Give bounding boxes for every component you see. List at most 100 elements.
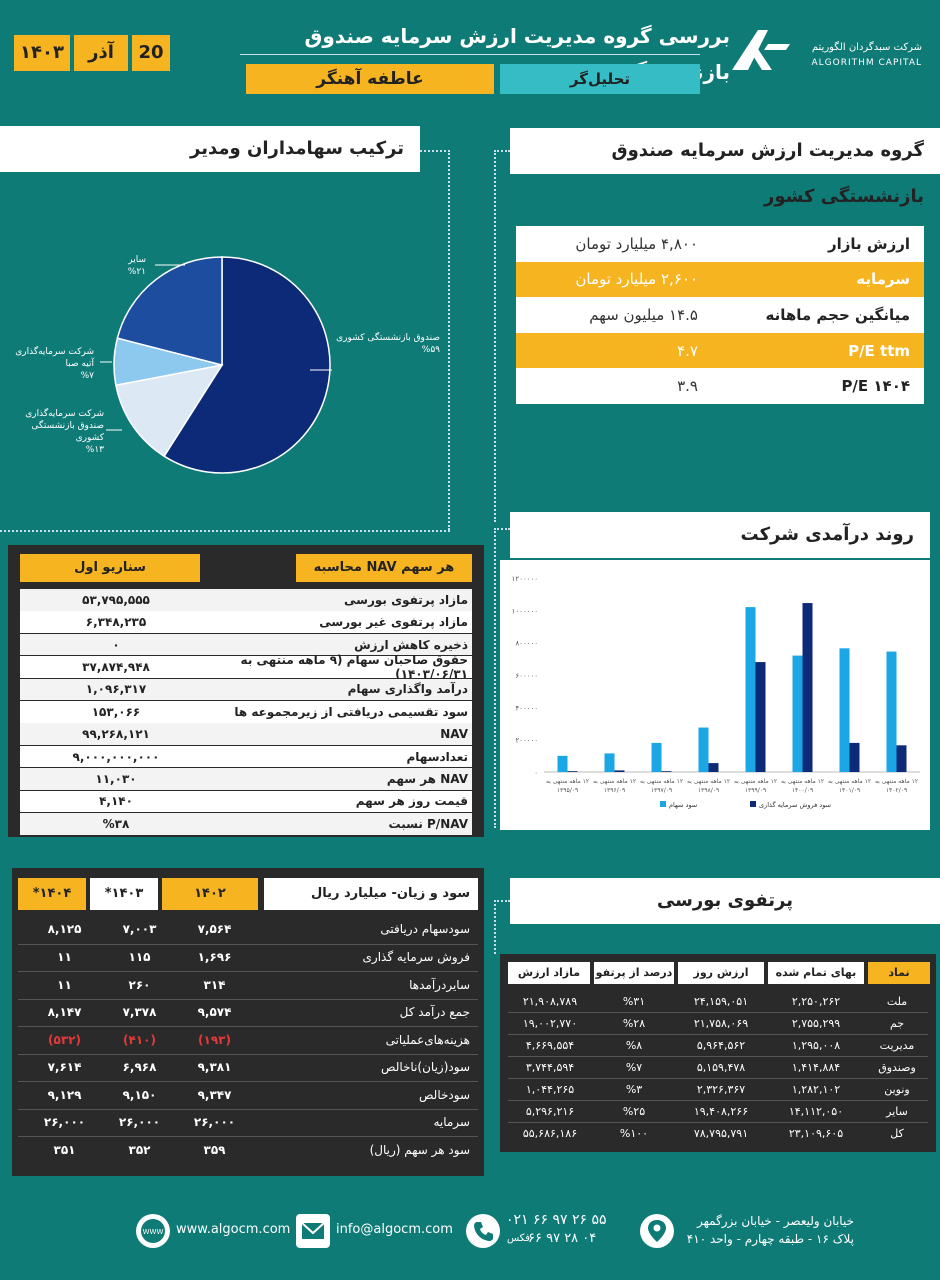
- revenue-bar: [652, 743, 662, 772]
- portfolio-cell: ۲۱,۹۰۸,۷۸۹: [508, 995, 592, 1008]
- portfolio-cell: ۱۹,۰۰۲,۷۷۰: [508, 1017, 592, 1030]
- revenue-bar-chart: ۰۲۰۰۰۰۰۴۰۰۰۰۰۶۰۰۰۰۰۸۰۰۰۰۰۱۰۰۰۰۰۰۱۲۰۰۰۰۰۱…: [500, 560, 930, 830]
- portfolio-cell: ملت: [866, 995, 928, 1008]
- company-section-title: گروه مدیریت ارزش سرمایه صندوق بازنشستگی …: [510, 128, 940, 174]
- pl-row-value: ۳۱۴: [177, 978, 252, 992]
- legend-swatch: [750, 801, 756, 807]
- page-title: بررسی گروه مدیریت ارزش سرمایه صندوق بازن…: [210, 18, 730, 54]
- portfolio-cell: %۳: [592, 1083, 676, 1096]
- pl-header-label: سود و زیان- میلیارد ریال: [264, 878, 478, 910]
- revenue-bar: [756, 662, 766, 772]
- portfolio-row: ملت ۲,۲۵۰,۲۶۲ ۲۴,۱۵۹,۰۵۱ %۳۱ ۲۱,۹۰۸,۷۸۹: [508, 990, 928, 1012]
- portfolio-cell: جم: [866, 1017, 928, 1030]
- portfolio-cell: ۵۵,۶۸۶,۱۸۶: [508, 1127, 592, 1140]
- nav-row: حقوق صاحبان سهام (۹ ماهه منتهی به ۱۴۰۳/۰…: [20, 656, 472, 678]
- revenue-bar: [699, 728, 709, 772]
- pl-row-label: سودخالص: [268, 1088, 478, 1102]
- pl-row-label: سایردرآمدها: [268, 978, 478, 992]
- pl-row-value: ۹,۱۲۹: [27, 1088, 102, 1102]
- pl-row-value: ۱,۶۹۶: [177, 950, 252, 964]
- nav-row: NAV ۹۹,۲۶۸,۱۲۱: [20, 723, 472, 745]
- nav-row-value: ۱,۰۹۶,۳۱۷: [20, 682, 212, 696]
- nav-row-value: %۳۸: [20, 817, 212, 831]
- info-row: P/E ttm ۴.۷: [516, 333, 924, 369]
- date-day: 20: [132, 35, 170, 71]
- pl-row: سرمایه ۲۶,۰۰۰ ۲۶,۰۰۰ ۲۶,۰۰۰: [18, 1109, 478, 1135]
- x-tick-label: ۱۲ ماهه منتهی به: [687, 778, 730, 785]
- phone-icon: [466, 1214, 500, 1248]
- pie-label-others: سایر %۲۱: [96, 254, 146, 278]
- logo-english-text: ALGORITHM CAPITAL: [792, 58, 922, 68]
- pie-label-atieh-saba: شرکت سرمایه‌گذاری آتیه صبا %۷: [14, 346, 94, 382]
- company-info-table: ارزش بازار ۴,۸۰۰ میلیارد تومان سرمایه ۲,۶۰…: [516, 226, 924, 404]
- portfolio-cell: ۷۸,۷۹۵,۷۹۱: [676, 1127, 766, 1140]
- portfolio-cell: ۲۴,۱۵۹,۰۵۱: [676, 995, 766, 1008]
- pl-row-value: ۱۱۵: [102, 950, 177, 964]
- x-tick-label: ۱۲ ماهه منتهی به: [781, 778, 824, 785]
- portfolio-cell: ۲۳,۱۰۹,۶۰۵: [766, 1127, 866, 1140]
- y-tick-label: ۸۰۰۰۰۰: [515, 640, 538, 648]
- logo-persian-text: شرکت سبدگردان الگوریتم: [792, 42, 922, 53]
- website-link[interactable]: www.algocm.com: [176, 1222, 296, 1237]
- portfolio-cell: مدیریت: [866, 1039, 928, 1052]
- nav-row-label: تعدادسهام: [212, 750, 472, 764]
- portfolio-row: سایر ۱۴,۱۱۲,۰۵۰ ۱۹,۴۰۸,۲۶۶ %۲۵ ۵,۲۹۶,۲۱۶: [508, 1100, 928, 1122]
- pf-col-share: درصد از پرتفو: [594, 962, 674, 984]
- pl-row-value: ۲۶,۰۰۰: [27, 1115, 102, 1129]
- nav-row-value: ۶,۳۴۸,۲۳۵: [20, 615, 212, 629]
- nav-row: NAV هر سهم ۱۱,۰۳۰: [20, 768, 472, 790]
- nav-row-value: ۰: [20, 638, 212, 652]
- nav-row: قیمت روز هر سهم ۴,۱۴۰: [20, 791, 472, 813]
- nav-row-value: ۵۳,۷۹۵,۵۵۵: [20, 593, 212, 607]
- portfolio-cell: ۱,۲۹۵,۰۰۸: [766, 1039, 866, 1052]
- location-icon: [640, 1214, 674, 1248]
- nav-row-label: ذخیره کاهش ارزش: [212, 638, 472, 652]
- nav-header-label: هر سهم NAV محاسبه: [296, 554, 472, 582]
- revenue-bar: [605, 753, 615, 772]
- pf-col-surplus: مازاد ارزش: [508, 962, 590, 984]
- email-link[interactable]: info@algocm.com: [336, 1222, 466, 1237]
- pl-row-value: ۷,۳۷۸: [102, 1005, 177, 1019]
- pl-col-1402: ۱۴۰۲: [162, 878, 258, 910]
- portfolio-section-title: پرتفوی بورسی: [510, 878, 940, 924]
- portfolio-cell: ۲,۷۵۵,۲۹۹: [766, 1017, 866, 1030]
- y-tick-label: ۰: [534, 769, 538, 777]
- pl-row-label: جمع درآمد کل: [268, 1005, 478, 1019]
- pf-col-cost: بهای تمام شده: [768, 962, 864, 984]
- revenue-bar: [897, 745, 907, 772]
- web-icon: WWW: [136, 1214, 170, 1248]
- x-tick-label: ۱۳۹۶/۰۹: [604, 787, 625, 794]
- analyst-label: تحلیل‌گر: [500, 64, 700, 94]
- y-tick-label: ۱۲۰۰۰۰۰: [512, 575, 538, 583]
- nav-row-value: ۱۱,۰۳۰: [20, 772, 212, 786]
- portfolio-cell: ۵,۲۹۶,۲۱۶: [508, 1105, 592, 1118]
- pl-row-value: ۳۵۲: [102, 1143, 177, 1157]
- pl-row: هزینه‌های‌عملیاتی (۱۹۳) (۴۱۰) (۵۳۲): [18, 1026, 478, 1052]
- pl-row: سود هر سهم (ریال) ۳۵۹ ۳۵۲ ۳۵۱: [18, 1136, 478, 1162]
- x-tick-label: ۱۳۹۹/۰۹: [745, 787, 766, 794]
- pl-row-value: ۹,۳۴۷: [177, 1088, 252, 1102]
- pl-row-value: ۱۱: [27, 978, 102, 992]
- pl-row-label: فروش سرمایه گذاری: [268, 950, 478, 964]
- legend-swatch: [660, 801, 666, 807]
- fax-number: ۶۶ ۹۷ ۲۸ ۰۴: [528, 1231, 622, 1246]
- nav-header-scenario: سناریو اول: [20, 554, 200, 582]
- nav-row-value: ۳۷,۸۷۴,۹۴۸: [20, 660, 212, 674]
- pl-row: سایردرآمدها ۳۱۴ ۲۶۰ ۱۱: [18, 971, 478, 997]
- x-tick-label: ۱۲ ماهه منتهی به: [546, 778, 589, 785]
- portfolio-table: نماد بهای تمام شده ارزش روز درصد از پرتف…: [500, 954, 936, 1152]
- pl-row-value: ۹,۱۵۰: [102, 1088, 177, 1102]
- pl-row-label: سود(زیان)ناخالص: [268, 1060, 478, 1074]
- dotted-divider: [494, 150, 496, 522]
- portfolio-cell: وصندوق: [866, 1061, 928, 1074]
- portfolio-row: ونوین ۱,۲۸۲,۱۰۲ ۲,۳۲۶,۳۶۷ %۳ ۱,۰۴۴,۲۶۵: [508, 1078, 928, 1100]
- pl-row-value: ۸,۱۲۵: [27, 922, 102, 936]
- pl-row-label: سرمایه: [268, 1115, 478, 1129]
- pl-col-1404: *۱۴۰۴: [18, 878, 86, 910]
- x-tick-label: ۱۴۰۱/۰۹: [839, 787, 860, 794]
- info-row: میانگین حجم ماهانه ۱۴.۵ میلیون سهم: [516, 297, 924, 333]
- nav-table: هر سهم NAV محاسبه سناریو اول مازاد پرتفو…: [8, 545, 484, 837]
- shareholders-section-title: ترکیب سهامداران ومدیر: [0, 126, 420, 172]
- nav-row-label: NAV: [212, 727, 472, 741]
- pl-row-value: (۵۳۲): [27, 1033, 102, 1047]
